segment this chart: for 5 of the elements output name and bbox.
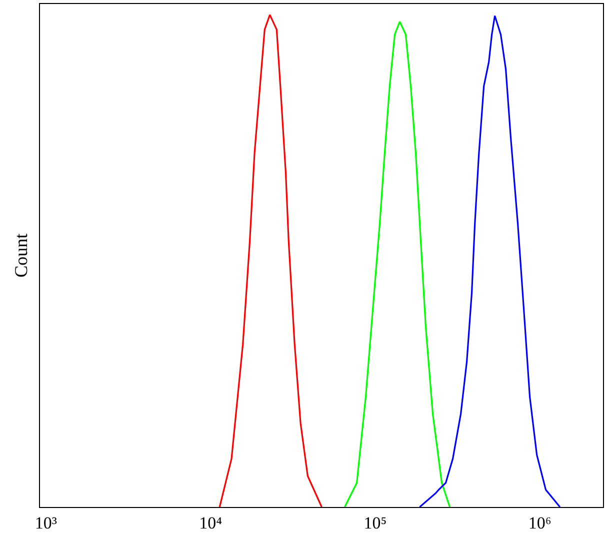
x-tick-label: 10⁵ bbox=[364, 514, 387, 532]
x-tick-label: 10³ bbox=[34, 514, 58, 532]
x-tick-label: 10⁴ bbox=[199, 514, 222, 532]
y-axis-title: Count bbox=[11, 233, 32, 278]
x-tick-label: 10⁶ bbox=[528, 514, 552, 532]
